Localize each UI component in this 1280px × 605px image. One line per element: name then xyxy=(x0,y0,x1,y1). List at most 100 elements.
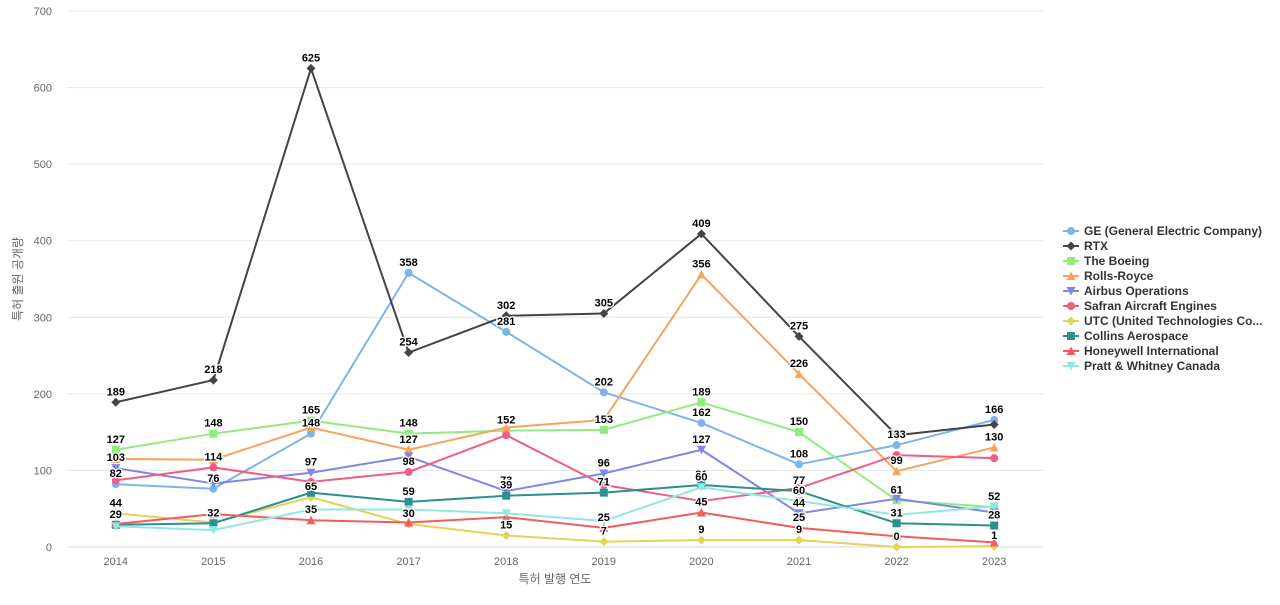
data-label: 148 xyxy=(399,418,417,430)
legend-item[interactable]: Pratt & Whitney Canada xyxy=(1063,359,1220,373)
data-point xyxy=(404,517,414,527)
data-point xyxy=(111,508,121,518)
data-label: 0 xyxy=(894,531,900,543)
data-label: 127 xyxy=(107,434,125,446)
data-point xyxy=(501,311,511,321)
data-point xyxy=(208,375,218,385)
legend-item[interactable]: Rolls-Royce xyxy=(1063,269,1154,283)
x-tick-label: 2023 xyxy=(982,556,1006,568)
series-line xyxy=(115,273,995,473)
data-label: 71 xyxy=(598,477,610,489)
series-line xyxy=(115,271,995,490)
y-tick-label: 700 xyxy=(34,6,52,18)
data-point xyxy=(794,535,804,545)
series-9 xyxy=(111,483,999,535)
data-point xyxy=(306,63,316,73)
data-label: 31 xyxy=(890,507,902,519)
data-point xyxy=(892,451,901,460)
data-point xyxy=(306,515,316,525)
data-point xyxy=(795,460,803,469)
data-label: 189 xyxy=(692,386,710,398)
data-label: 202 xyxy=(595,376,613,388)
data-point xyxy=(697,418,706,427)
data-point xyxy=(502,491,511,500)
data-point xyxy=(306,505,316,514)
data-label: 35 xyxy=(305,504,317,516)
data-point xyxy=(697,398,706,407)
data-label: 133 xyxy=(887,429,905,441)
data-point xyxy=(696,508,706,517)
series-line xyxy=(115,434,995,503)
data-label: 127 xyxy=(399,434,417,446)
legend-label: Pratt & Whitney Canada xyxy=(1084,359,1220,373)
data-point xyxy=(307,477,315,486)
data-point xyxy=(599,488,608,497)
legend-item[interactable]: Safran Aircraft Engines xyxy=(1063,299,1217,313)
data-point xyxy=(794,523,804,532)
legend-item[interactable]: RTX xyxy=(1063,239,1108,253)
series-line xyxy=(115,511,995,544)
legend-item[interactable]: UTC (United Technologies Co... xyxy=(1063,314,1262,328)
data-label: 166 xyxy=(985,404,1003,416)
data-label: 97 xyxy=(305,457,317,469)
data-point xyxy=(404,452,414,462)
data-point xyxy=(989,442,999,452)
data-point xyxy=(599,480,608,489)
legend-item[interactable]: Airbus Operations xyxy=(1063,284,1189,298)
legend-label: GE (General Electric Company) xyxy=(1084,224,1262,238)
legend-item[interactable]: Collins Aerospace xyxy=(1063,329,1189,343)
series-line xyxy=(115,486,995,532)
legend-marker xyxy=(1067,332,1075,340)
data-point xyxy=(696,445,706,455)
data-point xyxy=(404,467,413,476)
x-tick-label: 2017 xyxy=(396,556,420,568)
data-label: 25 xyxy=(598,512,610,524)
data-point xyxy=(111,454,121,463)
legend-marker xyxy=(1067,302,1075,310)
data-label: 73 xyxy=(500,475,512,487)
data-point xyxy=(502,327,511,336)
data-point xyxy=(599,415,609,424)
legend-marker xyxy=(1066,241,1076,251)
y-tick-label: 100 xyxy=(34,465,52,477)
data-point xyxy=(599,425,608,434)
series-3 xyxy=(111,269,999,476)
data-label: 61 xyxy=(890,484,902,496)
data-label: 281 xyxy=(497,316,515,328)
data-point xyxy=(208,526,218,535)
data-point xyxy=(209,463,218,472)
data-label: 148 xyxy=(204,418,222,430)
data-point xyxy=(892,441,901,450)
data-point xyxy=(404,445,414,454)
data-label: 162 xyxy=(692,407,710,419)
legend-item[interactable]: GE (General Electric Company) xyxy=(1063,224,1262,238)
legend-label: RTX xyxy=(1084,239,1108,253)
data-label: 358 xyxy=(399,257,417,269)
x-tick-label: 2014 xyxy=(104,556,128,568)
data-point xyxy=(989,419,999,429)
data-label: 29 xyxy=(110,509,122,521)
data-label: 39 xyxy=(500,480,512,492)
data-point xyxy=(892,466,902,476)
data-point xyxy=(989,502,999,511)
data-point xyxy=(111,445,120,454)
data-point xyxy=(892,531,902,541)
data-point xyxy=(307,416,315,425)
data-label: 150 xyxy=(790,416,808,428)
data-label: 76 xyxy=(207,473,219,485)
legend-label: Safran Aircraft Engines xyxy=(1084,299,1217,313)
legend-item[interactable]: The Boeing xyxy=(1063,254,1149,268)
data-label: 28 xyxy=(988,510,1000,522)
data-point xyxy=(599,537,609,547)
data-label: 82 xyxy=(110,468,122,480)
legend-label: The Boeing xyxy=(1084,254,1149,268)
data-point xyxy=(794,369,804,378)
legend-label: UTC (United Technologies Co... xyxy=(1084,314,1262,328)
legend-item[interactable]: Honeywell International xyxy=(1063,344,1219,358)
legend-label: Honeywell International xyxy=(1084,344,1219,358)
x-tick-label: 2020 xyxy=(689,556,713,568)
data-point xyxy=(209,519,218,528)
series-line xyxy=(115,483,995,527)
